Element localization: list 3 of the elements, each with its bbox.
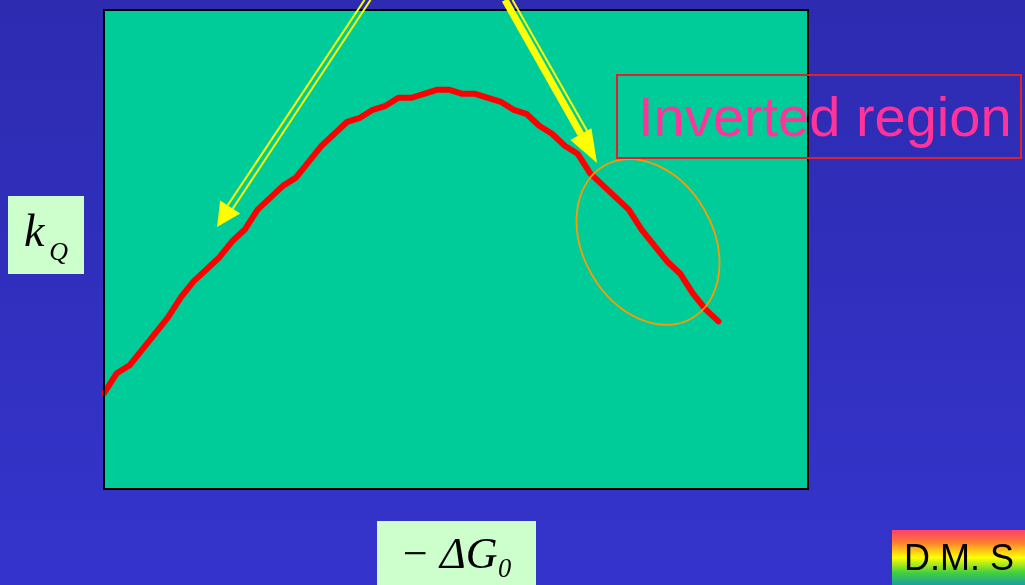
- y-axis-title: k$_{Q}$: [23, 203, 69, 267]
- text: D.M. S: [892, 530, 1025, 585]
- x-axis-title: − ΔG₀: [400, 527, 513, 579]
